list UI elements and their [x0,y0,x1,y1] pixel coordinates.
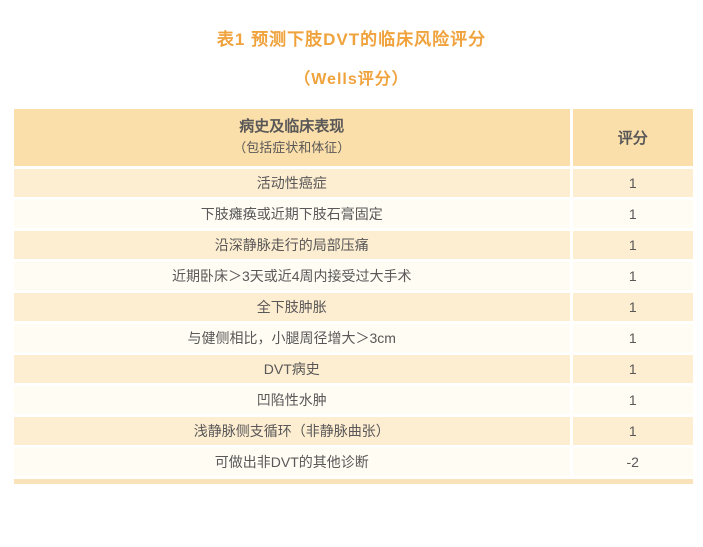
item-cell: 沿深静脉走行的局部压痛 [14,229,571,262]
item-cell: 全下肢肿胀 [14,291,571,324]
table-row: 活动性癌症 1 [14,167,693,200]
score-cell: 1 [569,384,693,417]
header-score-title: 评分 [617,129,648,147]
score-cell: 1 [569,167,693,200]
table-row: 沿深静脉走行的局部压痛 1 [14,229,693,262]
table-header: 病史及临床表现 （包括症状和体征） 评分 [14,109,693,169]
table-title: 表1 预测下肢DVT的临床风险评分 [216,30,487,49]
header-cell-score: 评分 [569,109,693,169]
table-row: 凹陷性水肿 1 [14,384,693,417]
header-item-title: 病史及临床表现 [239,118,345,136]
score-cell: 1 [569,353,693,386]
header-cell-item: 病史及临床表现 （包括症状和体征） [14,109,571,169]
header-row: 病史及临床表现 （包括症状和体征） 评分 [14,109,693,169]
table-row: 可做出非DVT的其他诊断 -2 [14,446,693,479]
table-row: 浅静脉侧支循环（非静脉曲张） 1 [14,415,693,448]
score-cell: 1 [569,198,693,231]
table-body: 活动性癌症 1 下肢瘫痪或近期下肢石膏固定 1 沿深静脉走行的局部压痛 1 近期… [14,167,693,479]
score-cell: 1 [569,415,693,448]
item-cell: 近期卧床＞3天或近4周内接受过大手术 [14,260,571,293]
table-row: 下肢瘫痪或近期下肢石膏固定 1 [14,198,693,231]
item-cell: 下肢瘫痪或近期下肢石膏固定 [14,198,571,231]
item-cell: DVT病史 [14,353,571,386]
score-cell: 1 [569,229,693,262]
score-cell: 1 [569,260,693,293]
score-cell: 1 [569,291,693,324]
score-cell: 1 [569,322,693,355]
table-subtitle: （Wells评分） [294,71,409,88]
wells-score-table: 病史及临床表现 （包括症状和体征） 评分 活动性癌症 1 下肢瘫痪或近期下肢石膏… [14,109,693,479]
score-cell: -2 [569,446,693,479]
table-row: 与健侧相比，小腿周径增大＞3cm 1 [14,322,693,355]
table-bottom-border [14,478,693,484]
header-item-note: （包括症状和体征） [233,140,351,156]
title-block: 表1 预测下肢DVT的临床风险评分 （Wells评分） [0,0,703,89]
table-row: DVT病史 1 [14,353,693,386]
item-cell: 与健侧相比，小腿周径增大＞3cm [14,322,571,355]
item-cell: 凹陷性水肿 [14,384,571,417]
table-row: 近期卧床＞3天或近4周内接受过大手术 1 [14,260,693,293]
item-cell: 活动性癌症 [14,167,571,200]
item-cell: 浅静脉侧支循环（非静脉曲张） [14,415,571,448]
table-row: 全下肢肿胀 1 [14,291,693,324]
item-cell: 可做出非DVT的其他诊断 [14,446,571,479]
